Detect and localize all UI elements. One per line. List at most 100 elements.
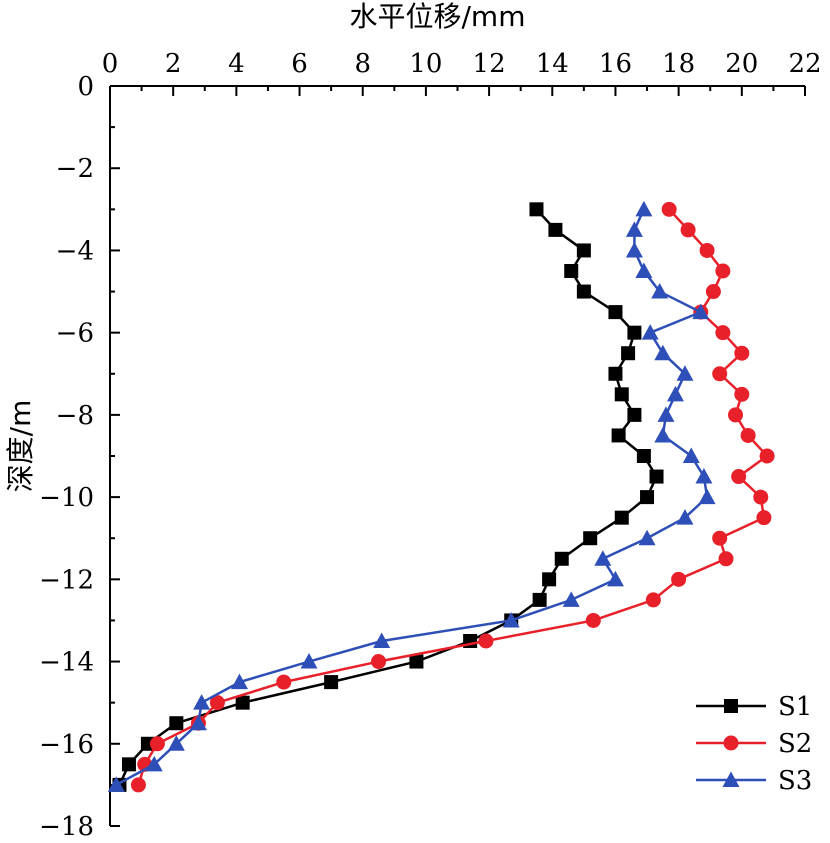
- x-ticks: 0 2 4 6 8 10 12 14 16 18 20 22: [102, 49, 822, 96]
- data-point: [371, 654, 387, 670]
- data-point: [276, 674, 292, 690]
- data-point: [209, 695, 225, 711]
- y-tick-label: −14: [39, 648, 94, 678]
- data-point: [548, 222, 563, 237]
- legend-item-s2: S2: [696, 729, 812, 759]
- data-point: [564, 264, 579, 278]
- data-point: [625, 221, 643, 237]
- data-point: [636, 449, 651, 463]
- data-point: [529, 202, 544, 217]
- x-tick-label: 10: [409, 49, 442, 79]
- y-tick-label: −6: [56, 319, 94, 349]
- data-point: [608, 366, 623, 381]
- data-point: [576, 243, 591, 258]
- data-point: [712, 366, 728, 382]
- x-tick-label: 8: [354, 49, 371, 79]
- series-layer: [107, 200, 775, 793]
- data-point: [145, 755, 163, 772]
- data-point: [562, 591, 580, 607]
- x-tick-label: 16: [599, 49, 632, 79]
- data-point: [728, 407, 743, 423]
- data-point: [608, 305, 623, 320]
- data-point: [692, 303, 710, 320]
- data-point: [734, 345, 750, 361]
- data-point: [731, 469, 747, 485]
- data-point: [756, 510, 772, 526]
- data-point: [638, 529, 656, 546]
- axes: 0 2 4 6 8 10 12 14 16 18 20 22 0 −2 −4 −6 −8 −10 −12 −14 −1…: [39, 49, 821, 842]
- series-line-s2: [137, 208, 769, 786]
- data-point: [189, 714, 207, 731]
- data-point: [107, 776, 125, 792]
- data-point: [614, 387, 629, 402]
- x-tick-label: 0: [102, 49, 119, 79]
- data-point: [193, 694, 211, 710]
- x-tick-label: 4: [228, 49, 245, 79]
- data-point: [409, 654, 424, 669]
- data-point: [606, 570, 624, 587]
- data-point: [680, 222, 696, 238]
- data-point: [130, 777, 146, 793]
- x-tick-label: 18: [662, 49, 695, 79]
- data-point: [502, 611, 520, 628]
- data-point: [611, 428, 626, 443]
- data-point: [576, 284, 591, 299]
- y-tick-label: −2: [56, 154, 94, 184]
- data-point: [300, 653, 318, 669]
- legend: S1 S2 S3: [696, 692, 812, 796]
- data-point: [645, 592, 661, 608]
- y-tick-label: −4: [56, 236, 94, 266]
- y-axis-title: 深度/m: [4, 400, 37, 493]
- data-point: [149, 736, 165, 752]
- data-point: [641, 324, 659, 340]
- data-point: [169, 716, 184, 731]
- data-point: [635, 262, 653, 278]
- data-point: [614, 510, 629, 525]
- data-point: [698, 488, 716, 505]
- y-ticks: 0 −2 −4 −6 −8 −10 −12 −14 −16 −18: [39, 72, 120, 842]
- data-point: [661, 201, 677, 217]
- legend-label: S2: [778, 729, 812, 759]
- x-tick-label: 12: [473, 49, 506, 79]
- data-point: [583, 531, 598, 546]
- legend-item-s3: S3: [696, 766, 812, 796]
- data-point: [734, 386, 750, 402]
- data-point: [627, 407, 642, 422]
- data-point: [676, 365, 694, 381]
- data-point: [532, 592, 547, 607]
- data-point: [666, 385, 684, 402]
- data-point: [699, 242, 715, 258]
- x-axis-title: 水平位移/mm: [350, 0, 526, 33]
- data-point: [554, 551, 569, 566]
- x-tick-label: 22: [788, 49, 821, 79]
- series-s3: [107, 200, 716, 792]
- data-point: [676, 509, 694, 525]
- y-tick-label: −10: [39, 483, 94, 513]
- data-point: [594, 550, 612, 566]
- y-tick-label: −12: [39, 565, 94, 595]
- y-tick-label: 0: [77, 72, 94, 102]
- data-point: [712, 530, 728, 546]
- legend-item-s1: S1: [696, 692, 812, 722]
- legend-marker: [724, 699, 738, 713]
- data-point: [478, 633, 494, 649]
- legend-label: S3: [778, 766, 812, 796]
- data-point: [671, 571, 687, 587]
- data-point: [635, 200, 653, 217]
- series-s1: [112, 202, 664, 792]
- data-point: [621, 346, 636, 361]
- data-point: [585, 612, 601, 628]
- data-point: [640, 490, 655, 505]
- data-point: [715, 263, 731, 279]
- legend-label: S1: [778, 692, 812, 722]
- series-line-s3: [115, 208, 709, 786]
- x-tick-label: 2: [165, 49, 182, 79]
- legend-marker: [722, 771, 740, 787]
- data-point: [231, 673, 249, 690]
- data-point: [682, 447, 700, 463]
- data-point: [705, 284, 721, 300]
- data-point: [627, 325, 642, 340]
- data-point: [657, 406, 675, 422]
- data-point: [718, 551, 734, 567]
